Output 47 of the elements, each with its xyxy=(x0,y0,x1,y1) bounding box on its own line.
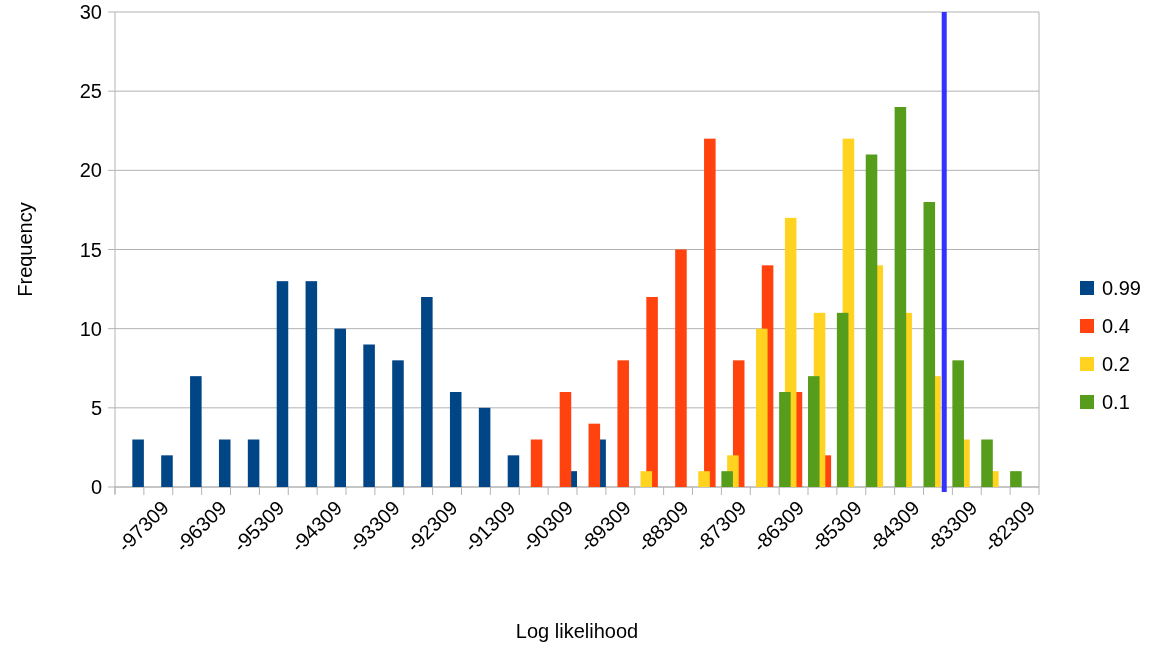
bar xyxy=(640,471,653,487)
bar xyxy=(363,344,375,487)
bar xyxy=(247,439,260,487)
bar xyxy=(588,423,601,487)
y-tick-label: 30 xyxy=(79,1,102,23)
bar xyxy=(808,376,820,487)
y-tick-label: 25 xyxy=(79,80,102,103)
bar xyxy=(305,281,318,487)
bar xyxy=(779,392,791,487)
bar xyxy=(507,455,520,487)
bar xyxy=(894,107,907,487)
bar xyxy=(756,328,768,487)
bar xyxy=(449,392,462,487)
bar xyxy=(190,376,202,487)
bar xyxy=(704,138,716,487)
bar xyxy=(1010,471,1022,487)
bar xyxy=(132,439,144,487)
legend-label: 0.4 xyxy=(1102,315,1130,337)
legend-label: 0.1 xyxy=(1102,391,1130,413)
legend-label: 0.99 xyxy=(1102,277,1141,299)
bar xyxy=(836,312,849,487)
legend-label: 0.2 xyxy=(1102,353,1130,375)
bar xyxy=(698,471,710,487)
y-tick-label: 0 xyxy=(90,476,102,498)
bar xyxy=(478,407,491,487)
bar xyxy=(559,392,572,487)
x-axis-title: Log likelihood xyxy=(515,620,639,642)
y-tick-label: 5 xyxy=(90,396,102,419)
bar xyxy=(218,439,231,487)
bar xyxy=(392,360,404,487)
y-axis-title: Frequency xyxy=(14,202,36,297)
bar xyxy=(865,154,878,487)
y-tick-label: 10 xyxy=(79,317,102,340)
y-tick-label: 15 xyxy=(79,238,102,261)
bar xyxy=(923,202,936,487)
bar xyxy=(421,297,433,487)
bar xyxy=(952,360,964,487)
bar xyxy=(675,249,687,487)
bar xyxy=(981,439,993,487)
bar xyxy=(617,360,629,487)
bar xyxy=(530,439,543,487)
bar xyxy=(721,471,733,487)
bar xyxy=(161,455,173,487)
bar xyxy=(276,281,289,487)
bar xyxy=(334,328,346,487)
bar xyxy=(646,297,658,487)
y-tick-label: 20 xyxy=(79,159,102,182)
